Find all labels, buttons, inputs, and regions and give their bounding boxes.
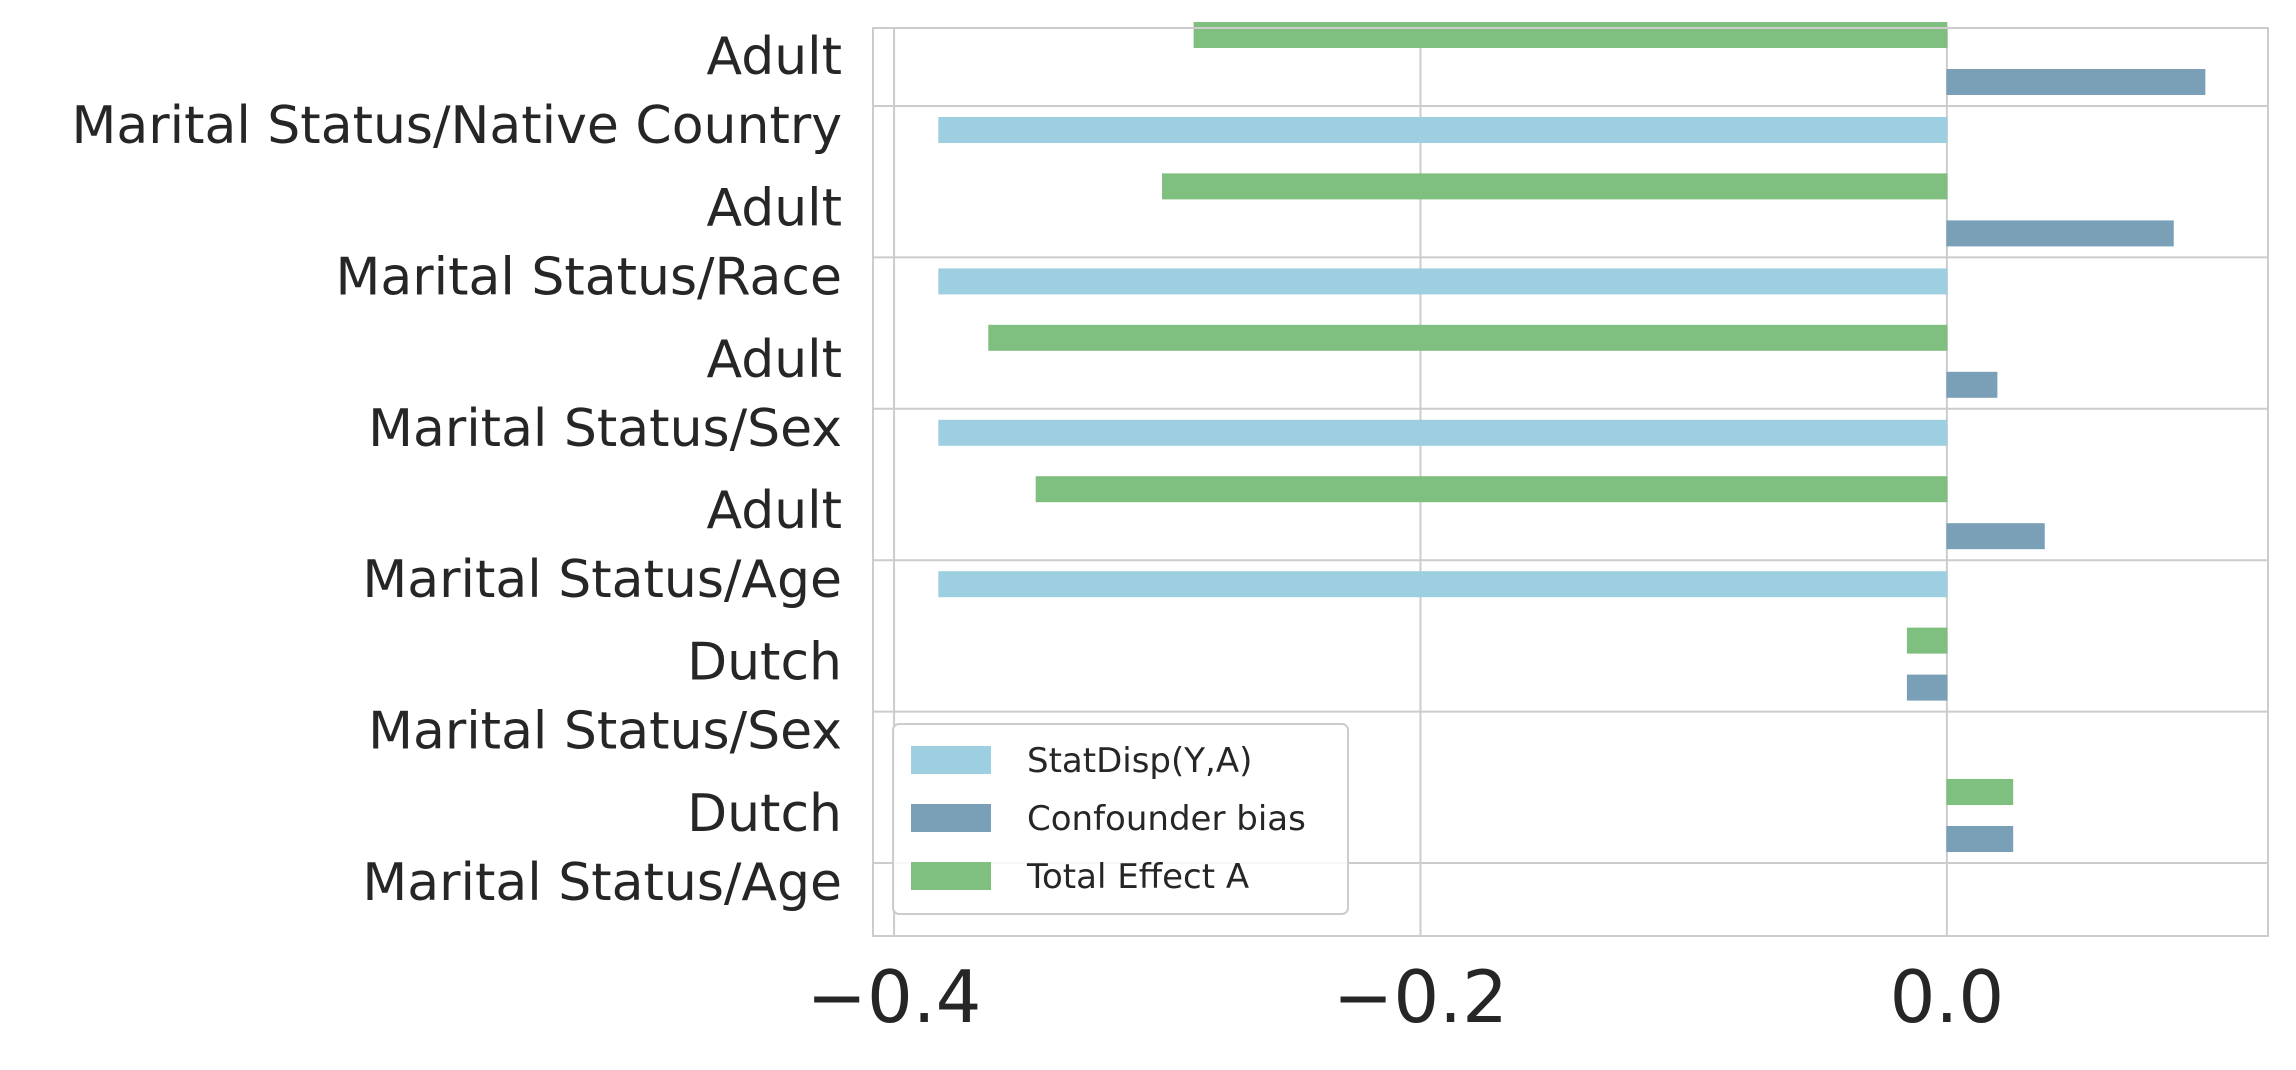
- legend-swatch: [911, 746, 991, 774]
- y-tick-label: Marital Status/Sex: [368, 399, 842, 459]
- bar: [1035, 476, 1948, 503]
- x-tick-labels: −0.4 −0.2 0.0: [807, 955, 2005, 1039]
- legend-swatch: [911, 804, 991, 832]
- bar: [938, 571, 1948, 598]
- bar: [938, 117, 1948, 143]
- legend-swatch: [911, 862, 991, 890]
- bar: [1193, 22, 1948, 48]
- bar: [988, 324, 1948, 351]
- legend: StatDisp(Y,A) Confounder bias Total Effect…: [892, 723, 1349, 915]
- x-tick-label: −0.4: [807, 955, 982, 1039]
- bar: [938, 419, 1948, 446]
- bar: [938, 268, 1948, 295]
- legend-box: [892, 723, 1349, 915]
- y-tick-label: Marital Status/Age: [362, 550, 842, 610]
- x-tick-label: −0.2: [1333, 955, 1508, 1039]
- y-tick-labels: Adult Marital Status/Native Country Adult M…: [72, 27, 842, 913]
- legend-label: Confounder bias: [1027, 799, 1306, 839]
- legend-label: StatDisp(Y,A): [1027, 741, 1252, 781]
- y-tick-label: Adult: [707, 481, 842, 541]
- y-tick-label: Marital Status/Native Country: [72, 96, 842, 156]
- bar: [1946, 779, 2014, 805]
- y-tick-label: Marital Status/Sex: [368, 702, 842, 762]
- bar: [1946, 220, 2174, 247]
- x-tick-label: 0.0: [1890, 955, 2005, 1039]
- bar: [1946, 371, 1998, 398]
- bar: [1946, 69, 2206, 95]
- y-tick-label: Adult: [707, 27, 842, 87]
- y-tick-label: Dutch: [687, 784, 842, 844]
- y-tick-label: Adult: [707, 330, 842, 390]
- bar: [1946, 523, 2045, 550]
- legend-label: Total Effect A: [1026, 857, 1249, 897]
- bar: [1906, 674, 1948, 701]
- bar: [1162, 173, 1948, 200]
- y-tick-label: Adult: [707, 178, 842, 238]
- bars: [938, 22, 2206, 852]
- y-tick-label: Marital Status/Race: [336, 247, 842, 307]
- plot-frame: [872, 27, 2269, 937]
- bar: [1946, 826, 2014, 852]
- bar: [1906, 627, 1948, 654]
- y-tick-label: Dutch: [687, 633, 842, 693]
- y-tick-label: Marital Status/Age: [362, 853, 842, 913]
